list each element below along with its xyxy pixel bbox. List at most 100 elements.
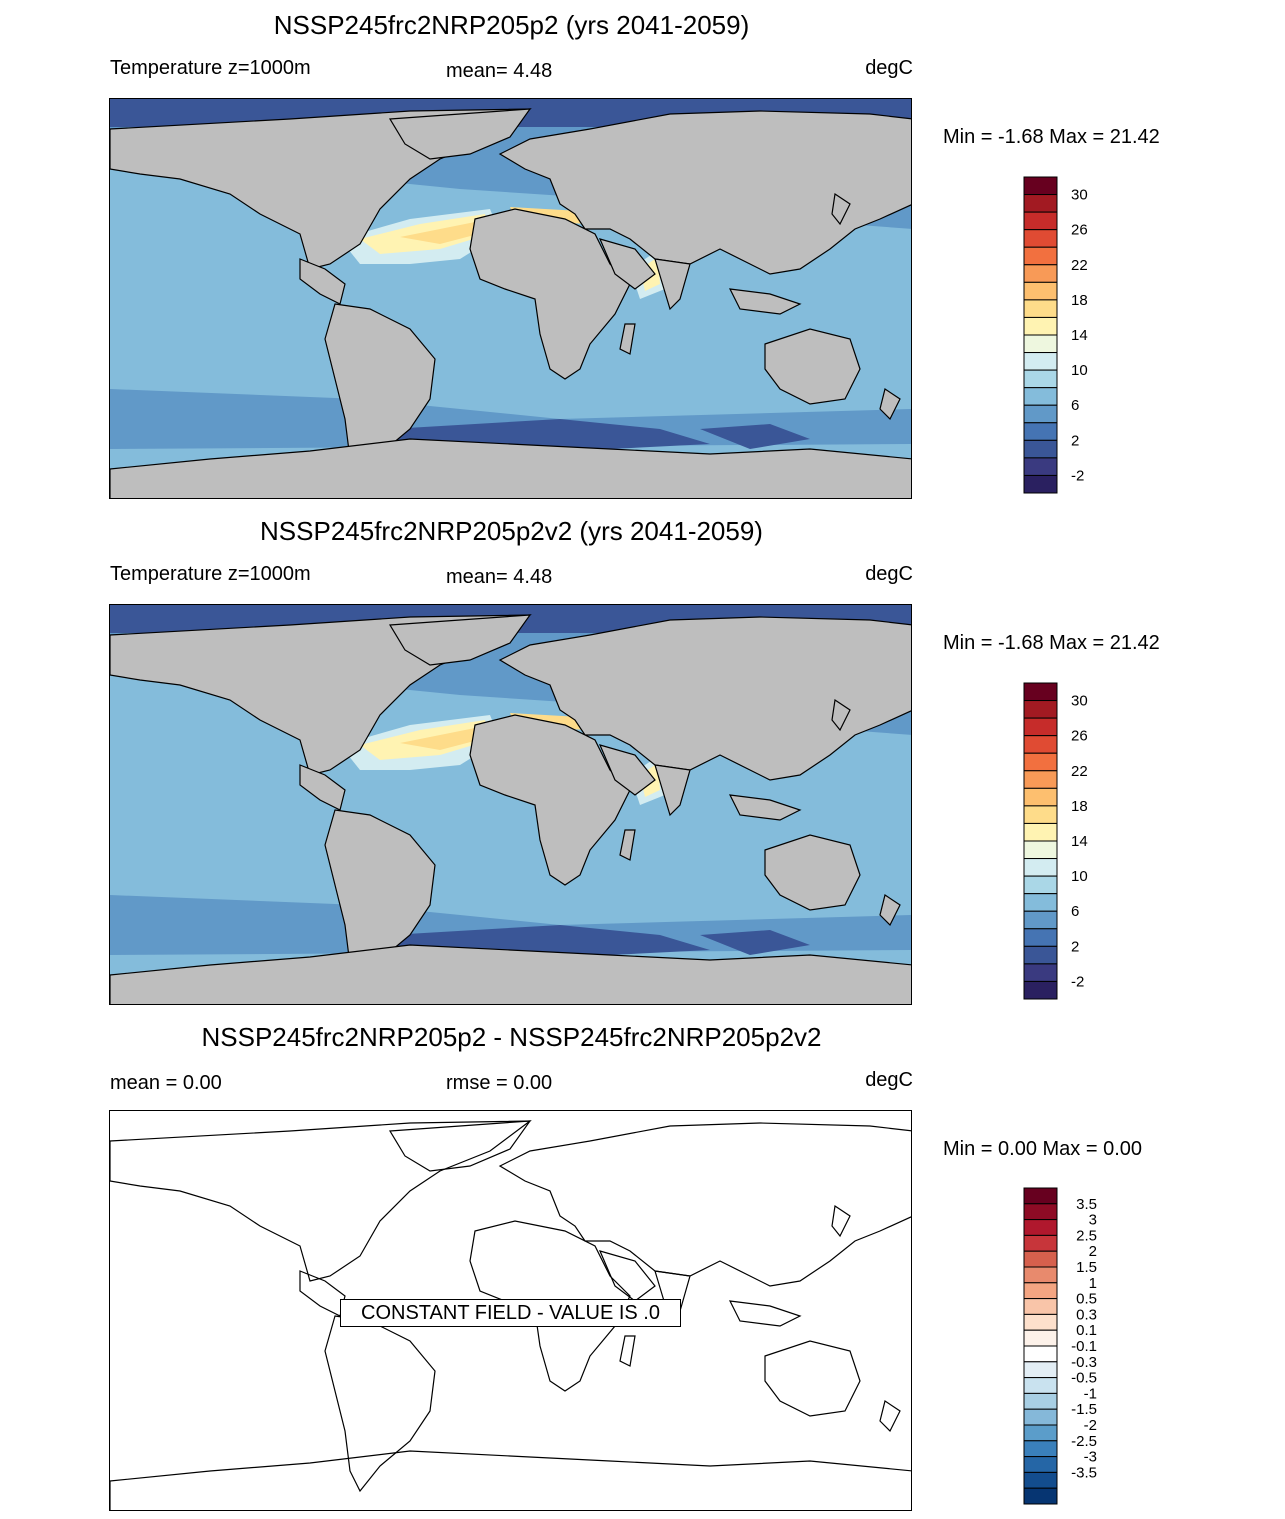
colorbar-tick-label: 1 [1089, 1275, 1097, 1292]
colorbar-tick-label: 2 [1071, 938, 1079, 955]
panel2-mean-label: mean= 4.48 [446, 566, 553, 588]
colorbar-tick-label: 6 [1071, 397, 1079, 414]
panel2-title: NSSP245frc2NRP205p2v2 (yrs 2041-2059) [260, 516, 763, 546]
colorbar-tick-label: -0.5 [1071, 1370, 1097, 1387]
colorbar-tick-label: 26 [1071, 222, 1088, 239]
colorbar-tick-label: 30 [1071, 187, 1088, 204]
colorbar-tick-label: -3 [1084, 1449, 1097, 1466]
colorbar-swatch [1023, 474, 1058, 494]
panel1-colorbar: 30 26 22 18 14 10 6 2 -2 [1023, 176, 1143, 494]
colorbar-swatch [1023, 1408, 1058, 1426]
colorbar-tick-label: 2 [1071, 432, 1079, 449]
colorbar-swatch [1023, 1377, 1058, 1394]
colorbar-swatch [1023, 1266, 1058, 1284]
colorbar-swatch [1023, 211, 1058, 231]
colorbar-tick-label: 22 [1071, 763, 1088, 780]
colorbar-swatch [1023, 1298, 1058, 1315]
colorbar-swatch [1023, 875, 1058, 895]
colorbar-tick-label: -3.5 [1071, 1464, 1097, 1481]
panel3-units-label: degC [865, 1069, 913, 1091]
panel3-minmax: Min = 0.00 Max = 0.00 [943, 1138, 1143, 1160]
colorbar-swatch [1023, 1329, 1058, 1347]
colorbar-swatch [1023, 980, 1058, 1000]
colorbar-tick-label: 22 [1071, 257, 1088, 274]
colorbar-swatch [1023, 840, 1058, 860]
colorbar-swatch [1023, 910, 1058, 930]
colorbar-swatch [1023, 1313, 1058, 1331]
colorbar-swatch [1023, 369, 1058, 389]
panel1-map [109, 98, 912, 499]
colorbar-swatch [1023, 717, 1058, 737]
colorbar-tick-label: 3 [1089, 1212, 1097, 1229]
panel1-mean-label: mean= 4.48 [446, 60, 553, 82]
colorbar-swatch [1023, 404, 1058, 424]
panel2-minmax: Min = -1.68 Max = 21.42 [943, 632, 1160, 654]
colorbar-tick-label: 2.5 [1076, 1227, 1097, 1244]
colorbar-tick-label: -0.1 [1071, 1338, 1097, 1355]
panel3-rmse-label: rmse = 0.00 [446, 1072, 553, 1094]
colorbar-tick-label: 0.5 [1076, 1291, 1097, 1308]
colorbar-swatch [1023, 316, 1058, 336]
colorbar-swatch [1023, 264, 1058, 283]
colorbar-swatch [1023, 1250, 1058, 1268]
colorbar-swatch [1023, 1345, 1058, 1363]
colorbar-swatch [1023, 700, 1058, 719]
colorbar-swatch [1023, 1456, 1058, 1473]
colorbar-swatch [1023, 1424, 1058, 1442]
colorbar-swatch [1023, 1234, 1058, 1252]
panel1-title: NSSP245frc2NRP205p2 (yrs 2041-2059) [273, 10, 750, 40]
colorbar-swatch [1023, 387, 1058, 406]
colorbar-swatch [1023, 858, 1058, 877]
colorbar-swatch [1023, 752, 1058, 772]
colorbar-swatch [1023, 194, 1058, 213]
colorbar-tick-label: -2 [1084, 1417, 1097, 1434]
panel1-units-label: degC [865, 57, 913, 79]
colorbar-tick-label: 14 [1071, 327, 1088, 344]
colorbar-tick-label: 1.5 [1076, 1259, 1097, 1276]
panel3-colorbar: 3.5 3 2.5 2 1.5 1 0.5 0.3 0.1 -0.1 -0.3 -0.5 -1 -1.5-… [1023, 1187, 1143, 1505]
colorbar-swatch [1023, 682, 1058, 702]
colorbar-swatch [1023, 928, 1058, 947]
colorbar-swatch [1023, 1203, 1058, 1221]
colorbar-swatch [1023, 805, 1058, 824]
colorbar-tick-label: 0.3 [1076, 1306, 1097, 1323]
panel2-map [109, 604, 912, 1005]
colorbar-swatch [1023, 352, 1058, 371]
panel2-map-field [110, 605, 911, 1004]
colorbar-swatch [1023, 1361, 1058, 1379]
colorbar-tick-label: 3.5 [1076, 1196, 1097, 1213]
colorbar-swatch [1023, 229, 1058, 248]
colorbar-swatch [1023, 1392, 1058, 1410]
colorbar-swatch [1023, 893, 1058, 912]
colorbar-swatch [1023, 1440, 1058, 1458]
colorbar-tick-label: -0.3 [1071, 1354, 1097, 1371]
colorbar-tick-label: -2 [1071, 973, 1084, 990]
colorbar-tick-label: -1.5 [1071, 1401, 1097, 1418]
panel2-colorbar-svg: 30 26 22 18 14 10 6 2 -2 [1023, 682, 1088, 1000]
colorbar-swatch [1023, 246, 1058, 266]
colorbar-swatch [1023, 1487, 1058, 1505]
panel1-map-field [110, 99, 911, 498]
colorbar-tick-label: -2.5 [1071, 1433, 1097, 1450]
colorbar-tick-label: 0.1 [1076, 1322, 1097, 1339]
colorbar-tick-label: 6 [1071, 903, 1079, 920]
colorbar-tick-label: -1 [1084, 1385, 1097, 1402]
colorbar-tick-label: 18 [1071, 292, 1088, 309]
colorbar-tick-label: 10 [1071, 868, 1088, 885]
colorbar-swatch [1023, 1219, 1058, 1236]
colorbar-swatch [1023, 176, 1058, 196]
panel2-colorbar: 30 26 22 18 14 10 6 2 -2 [1023, 682, 1143, 1000]
panel2-variable-label: Temperature z=1000m [110, 563, 311, 585]
panel1-minmax: Min = -1.68 Max = 21.42 [943, 126, 1160, 148]
colorbar-swatch [1023, 334, 1058, 354]
colorbar-swatch [1023, 281, 1058, 301]
colorbar-tick-label: 2 [1089, 1243, 1097, 1260]
colorbar-swatch [1023, 299, 1058, 318]
colorbar-swatch [1023, 439, 1058, 459]
colorbar-tick-label: 26 [1071, 728, 1088, 745]
colorbar-swatch [1023, 1471, 1058, 1489]
colorbar-swatch [1023, 1282, 1058, 1300]
colorbar-swatch [1023, 1187, 1058, 1205]
colorbar-tick-label: 18 [1071, 798, 1088, 815]
constant-field-note: CONSTANT FIELD - VALUE IS .0 [340, 1299, 681, 1327]
